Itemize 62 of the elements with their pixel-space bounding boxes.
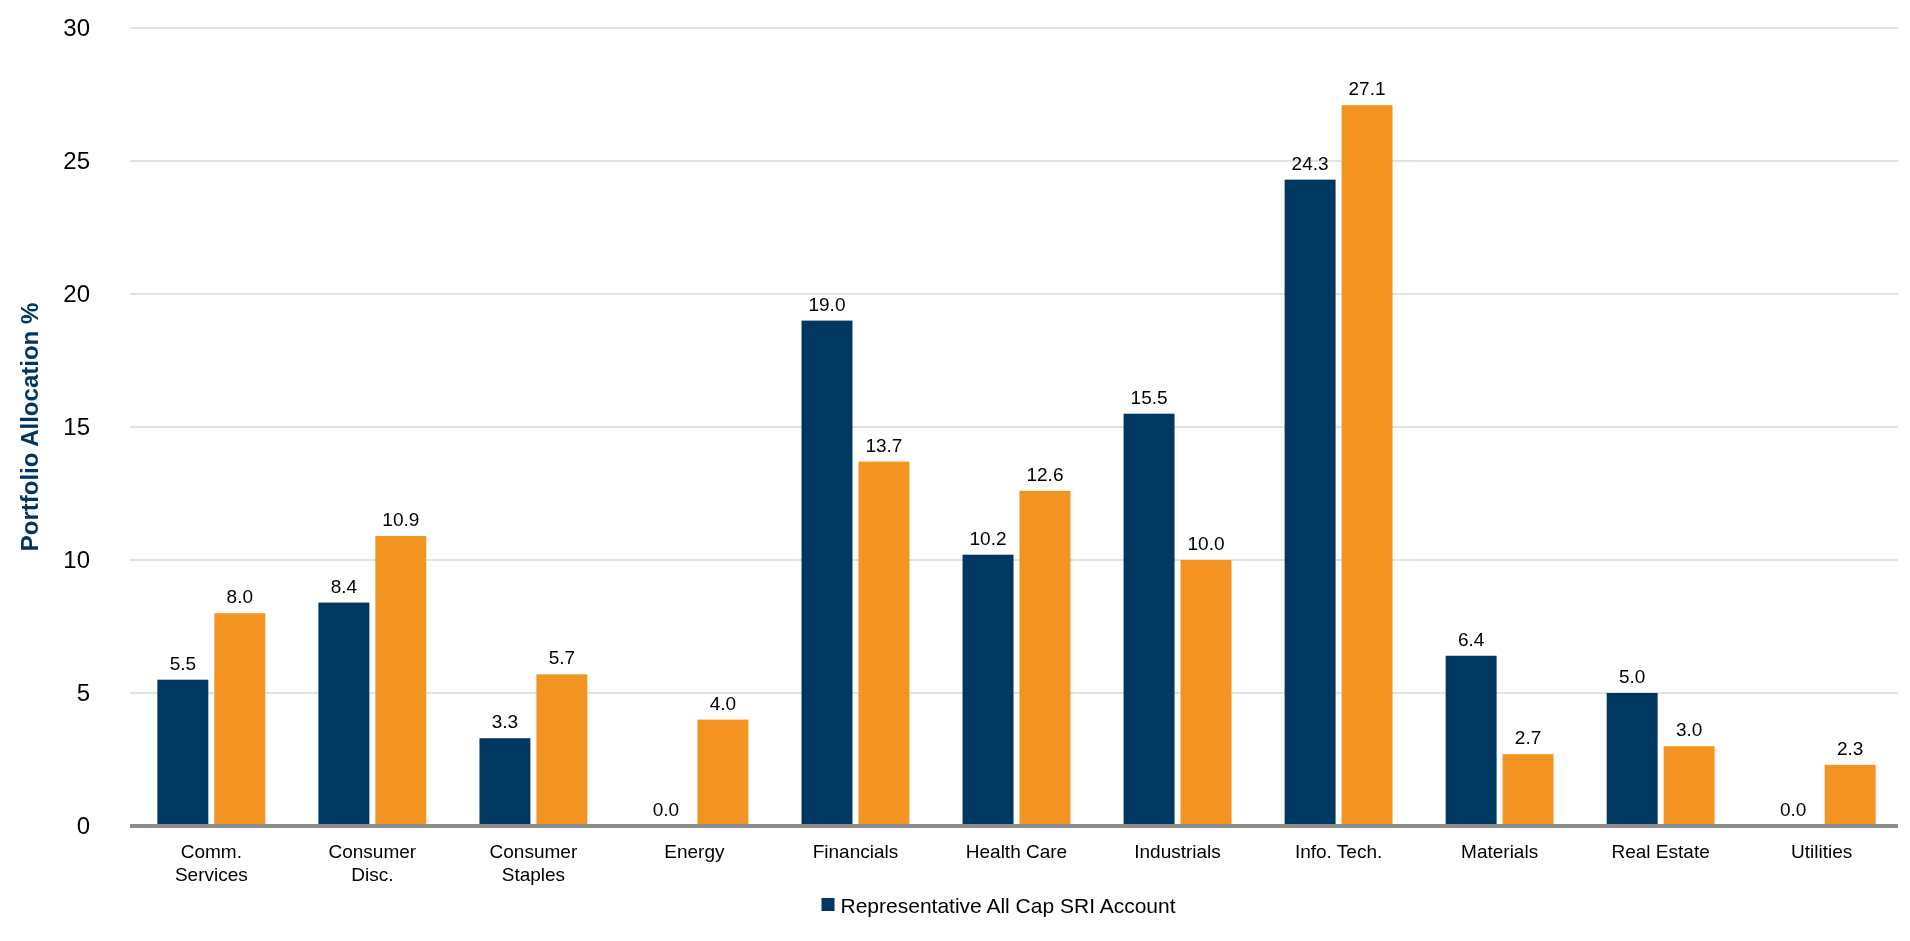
bar: [536, 674, 588, 826]
y-tick-label: 15: [63, 413, 90, 440]
data-label: 2.3: [1836, 737, 1864, 759]
x-tick-label: Health Care: [965, 841, 1068, 862]
bar: [1502, 754, 1554, 826]
data-label: 2.7: [1514, 727, 1542, 749]
data-label: 8.0: [226, 586, 254, 608]
y-tick-label: 10: [63, 546, 90, 573]
legend-label: Representative All Cap SRI Account: [840, 894, 1176, 917]
bar: [1606, 693, 1658, 826]
bar: [1663, 746, 1715, 826]
bar: [1284, 179, 1336, 826]
data-label: 10.0: [1187, 533, 1225, 554]
x-tick-label: Financials: [812, 841, 899, 862]
bar: [962, 554, 1014, 826]
y-axis-title: Portfolio Allocation %: [16, 302, 43, 552]
data-label: 4.0: [709, 692, 737, 714]
data-label: 19.0: [808, 293, 846, 315]
x-tick-label: Consumer Disc.: [328, 841, 417, 885]
bar: [479, 738, 531, 826]
x-tick-label: Energy: [664, 841, 726, 862]
bar: [858, 461, 910, 826]
data-label: 3.3: [491, 711, 519, 733]
data-label: 0.0: [652, 799, 680, 820]
bar: [1123, 413, 1175, 826]
bar: [318, 602, 370, 826]
data-label: 3.0: [1675, 719, 1703, 741]
data-label: 5.5: [169, 652, 197, 674]
bar: [1445, 655, 1497, 826]
x-tick-label: Info. Tech.: [1294, 841, 1383, 862]
bar: [157, 679, 209, 826]
data-label: 24.3: [1291, 152, 1329, 174]
y-tick-label: 30: [63, 14, 90, 41]
x-tick-label: Utilities: [1791, 841, 1853, 862]
y-tick-label: 0: [76, 812, 90, 839]
x-tick-label: Consumer Staples: [489, 841, 578, 885]
data-label: 0.0: [1779, 799, 1807, 820]
data-label: 12.6: [1026, 463, 1064, 485]
data-label: 5.7: [548, 647, 576, 669]
x-tick-label: Comm. Services: [174, 841, 248, 885]
bar: [801, 320, 853, 826]
data-label: 10.9: [382, 509, 420, 531]
bar: [1019, 490, 1071, 826]
x-tick-label: Materials: [1461, 841, 1539, 862]
x-tick-label: Industrials: [1134, 841, 1221, 862]
y-tick-label: 25: [63, 147, 90, 174]
data-label: 6.4: [1457, 628, 1485, 650]
bar: [1341, 105, 1393, 826]
x-tick-label: Real Estate: [1611, 841, 1710, 862]
y-tick-label: 5: [76, 679, 90, 706]
y-tick-label: 20: [63, 280, 90, 307]
data-label: 15.5: [1130, 386, 1168, 408]
bar: [1824, 764, 1876, 826]
data-label: 5.0: [1618, 666, 1646, 687]
data-label: 13.7: [865, 434, 903, 456]
bar: [1180, 560, 1232, 826]
bar: [214, 613, 266, 826]
data-label: 8.4: [330, 575, 358, 597]
bar: [697, 719, 749, 826]
data-label: 27.1: [1348, 78, 1386, 100]
data-label: 10.2: [969, 527, 1007, 549]
bar: [375, 536, 427, 826]
